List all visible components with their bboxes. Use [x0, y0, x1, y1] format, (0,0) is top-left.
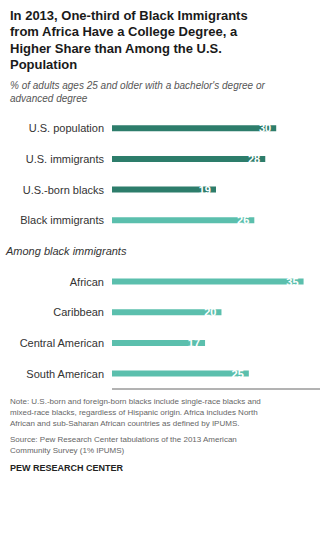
svg-text:Central American: Central American [20, 337, 104, 349]
svg-text:17: 17 [188, 337, 200, 349]
svg-text:25: 25 [232, 368, 244, 380]
svg-text:Black immigrants: Black immigrants [20, 214, 104, 226]
html-text:Source: Pew Research Center ta: Source: Pew Research Center tabulations … [10, 435, 237, 456]
svg-text:U.S. immigrants: U.S. immigrants [26, 153, 105, 165]
svg-text:U.S.-born blacks: U.S.-born blacks [23, 184, 105, 196]
svg-text:26: 26 [237, 214, 249, 226]
svg-text:30: 30 [259, 122, 271, 134]
svg-text:U.S. population: U.S. population [29, 122, 104, 134]
svg-text:28: 28 [248, 153, 260, 165]
svg-text:South American: South American [26, 368, 104, 380]
svg-text:35: 35 [286, 276, 298, 288]
svg-text:Caribbean: Caribbean [53, 306, 104, 318]
svg-text:20: 20 [204, 306, 216, 318]
svg-text:African: African [70, 276, 104, 288]
html-text:In 2013, One-third of Black Im: In 2013, One-third of Black Immigrants f… [10, 8, 248, 72]
svg-text:19: 19 [199, 184, 211, 196]
html-text:Note: U.S.-born and foreign-bo: Note: U.S.-born and foreign-born blacks … [10, 397, 261, 428]
html-text:PEW RESEARCH CENTER: PEW RESEARCH CENTER [10, 463, 123, 473]
html-text:% of adults ages 25 and older: % of adults ages 25 and older with a bac… [10, 80, 265, 104]
svg-text:Among black immigrants: Among black immigrants [8, 245, 127, 257]
